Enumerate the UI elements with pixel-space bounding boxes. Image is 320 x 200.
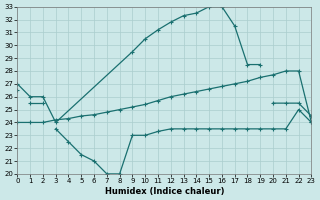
X-axis label: Humidex (Indice chaleur): Humidex (Indice chaleur) xyxy=(105,187,224,196)
